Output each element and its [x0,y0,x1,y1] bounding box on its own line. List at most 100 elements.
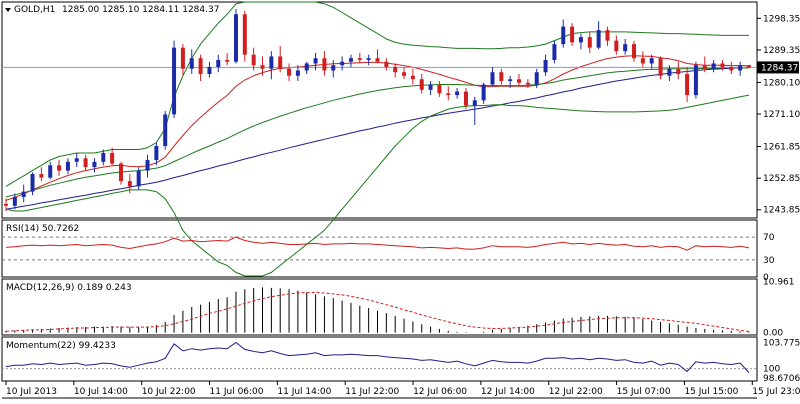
candle-body [649,58,654,64]
candle-body [384,61,389,67]
candle-body [242,14,247,55]
candle-body [322,58,327,71]
time-tick-label: 12 Jul 06:00 [413,387,467,397]
chart-ohlc: 1285.00 1285.10 1284.11 1284.37 [62,5,219,15]
candle-body [393,66,398,73]
candle-body [295,70,300,76]
candle-body [552,44,557,60]
candle-body [605,30,610,41]
candle-body [216,59,221,67]
candle-body [287,68,292,76]
candle-body [632,44,637,59]
candle-body [375,58,380,62]
candle-body [65,161,70,171]
candle-body [658,58,663,76]
macd-panel [1,278,758,336]
candle-body [472,100,477,106]
candle-body [198,58,203,74]
candle-body [118,163,123,182]
price-tick-label: 1261.85 [763,143,800,153]
candle-body [561,26,566,45]
candle-body [251,54,256,66]
candle-body [463,91,468,106]
chart-symbol: GOLD,H1 [14,5,55,15]
price-tick-label: 1298.35 [763,14,800,24]
candle-body [39,174,44,178]
price-tick-label: 1280.10 [763,78,800,88]
candle-body [21,191,26,197]
momentum-tick-label: 103.7756 [763,339,800,349]
candle-body [711,63,716,69]
candle-body [676,68,681,74]
time-tick-label: 15 Jul 07:00 [617,387,671,397]
candle-body [260,65,265,69]
candle-body [348,58,353,62]
candle-body [446,93,451,96]
candle-body [12,196,17,206]
momentum-tick-label: 98.6706 [763,374,800,384]
candle-body [534,72,539,85]
candle-body [570,26,575,43]
candle-body [578,37,583,43]
candle-body [233,14,238,62]
rsi-title: RSI(14) 50.7262 [6,224,79,234]
ma-slow-line [5,66,750,210]
candle-body [543,59,548,73]
momentum-panel [1,336,758,382]
candle-body [738,65,743,71]
rsi-tick-label: 30 [763,256,775,266]
candle-body [269,56,274,69]
momentum-line [5,341,750,373]
time-tick-label: 10 Jul 2013 [6,387,57,397]
last-price-label: 1284.37 [761,63,798,73]
macd-title: MACD(12,26,9) 0.189 0.243 [6,283,132,293]
chevron-down-icon [5,8,11,12]
candle-body [614,40,619,52]
candle-body [517,79,522,83]
candle-body [48,165,53,178]
candle-body [481,84,486,101]
candle-body [92,161,97,168]
time-tick-label: 11 Jul 14:00 [277,387,331,397]
candle-body [313,58,318,64]
candle-body [172,47,177,115]
candle-body [101,153,106,162]
candle-body [127,181,132,187]
price-tick-label: 1271.10 [763,110,800,120]
time-tick-label: 10 Jul 22:00 [142,387,196,397]
candle-body [623,44,628,52]
candle-body [702,65,707,69]
candle-body [747,65,751,68]
candle-body [410,75,415,80]
candle-body [596,30,601,48]
candle-body [366,58,371,60]
candle-body [83,158,88,168]
candle-body [225,59,230,62]
rsi-tick-label: 70 [763,233,775,243]
candle-body [587,37,592,48]
candle-body [455,91,460,96]
candle-body [357,58,362,60]
candle-body [685,74,690,96]
price-tick-label: 1252.85 [763,174,800,184]
price-tick-label: 1243.85 [763,206,800,216]
price-tick-label: 1289.35 [763,46,800,56]
macd-signal-line [5,292,750,332]
candle-body [693,65,698,96]
macd-tick-label: 10.961 [763,278,795,288]
time-tick-label: 12 Jul 22:00 [549,387,603,397]
candle-body [136,170,141,187]
candle-body [340,61,345,66]
candle-body [525,82,530,85]
time-tick-label: 11 Jul 06:00 [210,387,264,397]
candle-body [419,79,424,90]
candle-body [402,72,407,76]
time-tick-label: 12 Jul 14:00 [481,387,535,397]
rsi-line [5,236,750,251]
candle-body [154,146,159,161]
candle-body [4,203,8,206]
candle-body [163,114,168,146]
momentum-tick-label: 100 [763,365,780,375]
